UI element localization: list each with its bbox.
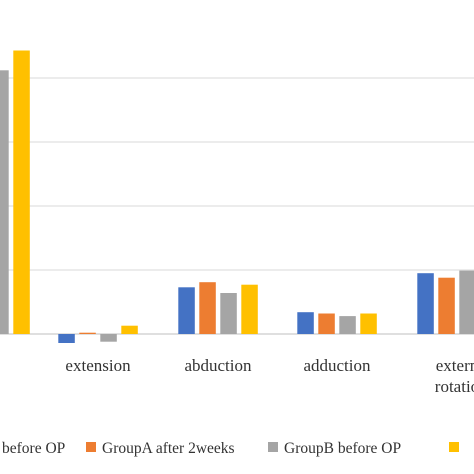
bar-adduction-series-3 bbox=[360, 313, 377, 334]
bar-abduction-series-2 bbox=[220, 293, 237, 334]
legend: before OP GroupA after 2weeks GroupB befor… bbox=[2, 440, 459, 457]
legend-label: GroupB before OP bbox=[284, 440, 401, 457]
bar-abduction-series-3 bbox=[241, 284, 258, 334]
bar-adduction-series-2 bbox=[339, 316, 356, 334]
bar-flexion-series-2 bbox=[0, 70, 9, 335]
bar-extension-series-2 bbox=[100, 334, 117, 342]
category-label: adduction bbox=[303, 356, 371, 375]
bar-abduction-series-1 bbox=[199, 282, 216, 334]
bar-adduction-series-1 bbox=[318, 313, 335, 334]
category-label: rotatio bbox=[435, 377, 474, 396]
bar-abduction-series-0 bbox=[178, 287, 195, 334]
bar-external-rotation-series-2 bbox=[459, 270, 474, 334]
bar-flexion-series-3 bbox=[13, 50, 30, 334]
bar-external-rotation-series-1 bbox=[438, 277, 455, 334]
bar-extension-series-0 bbox=[58, 334, 75, 343]
legend-swatch bbox=[449, 442, 459, 452]
bar-extension-series-3 bbox=[121, 325, 138, 334]
category-label: abduction bbox=[184, 356, 252, 375]
bars bbox=[0, 50, 474, 343]
gridlines bbox=[0, 77, 474, 335]
legend-swatch bbox=[86, 442, 96, 452]
bar-external-rotation-series-0 bbox=[417, 273, 434, 334]
category-label: extern bbox=[436, 356, 474, 375]
legend-label: GroupA after 2weeks bbox=[102, 440, 235, 457]
bar-adduction-series-0 bbox=[297, 312, 314, 334]
legend-label: before OP bbox=[2, 440, 65, 457]
legend-swatch bbox=[268, 442, 278, 452]
category-label: extension bbox=[65, 356, 131, 375]
category-labels: nextensionabductionadductionexternrotati… bbox=[65, 356, 474, 396]
bar-extension-series-1 bbox=[79, 332, 96, 334]
